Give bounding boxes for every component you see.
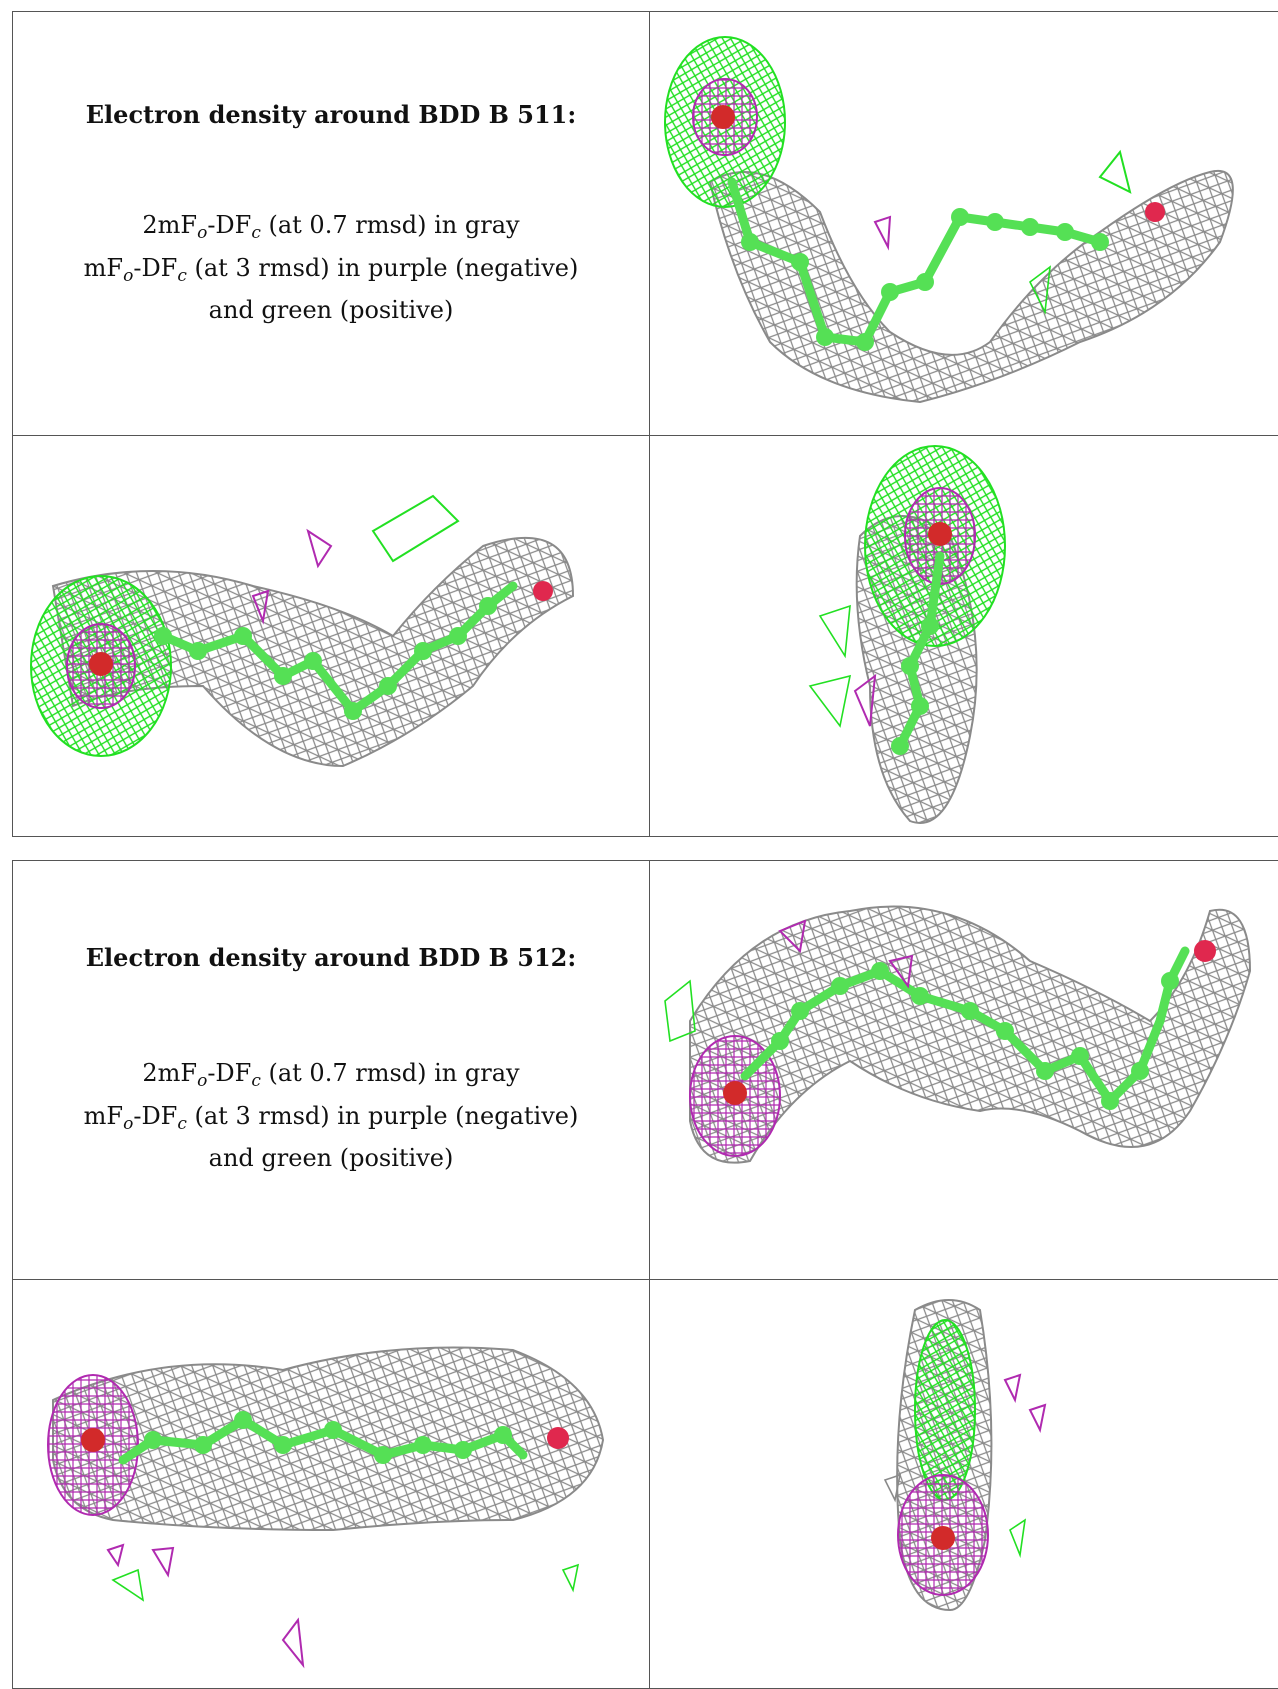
caption-line-colors: and green (positive) (208, 1144, 454, 1172)
oxygen-atom (928, 522, 952, 546)
caption-cell-511: Electron density around BDD B 511: 2mFo-… (13, 12, 650, 436)
oxygen-atom (81, 1428, 105, 1452)
green-mesh (914, 1319, 976, 1501)
oxygen-atom (931, 1526, 955, 1550)
caption-cell-512: Electron density around BDD B 512: 2mFo-… (13, 861, 650, 1280)
oxygen-atom (89, 652, 113, 676)
density-render (883, 1299, 1047, 1612)
hydroxyl-oxygen (1145, 202, 1165, 222)
density-view-511-c (650, 436, 1278, 837)
density-view-512-a (650, 861, 1278, 1280)
caption-line-2fofc: 2mFo-DFc (at 0.7 rmsd) in gray (142, 1059, 520, 1091)
hydroxyl-oxygen (1194, 940, 1216, 962)
gray-mesh (52, 1346, 605, 1532)
hydroxyl-oxygen (547, 1427, 569, 1449)
hydroxyl-oxygen (533, 581, 553, 601)
density-render (808, 445, 1006, 824)
density-view-511-b (13, 436, 650, 837)
carbon-atoms (891, 617, 939, 755)
carbon-atoms (771, 962, 1179, 1110)
figure-table-512: Electron density around BDD B 512: 2mFo-… (12, 860, 1278, 1689)
carbon-atoms (154, 597, 497, 720)
oxygen-atom (711, 105, 735, 129)
density-render (664, 36, 1234, 404)
density-render (47, 1346, 605, 1669)
gray-mesh (708, 169, 1234, 404)
carbon-atoms (741, 208, 1109, 351)
density-view-512-c (650, 1280, 1278, 1689)
figure-table-511: Electron density around BDD B 511: 2mFo-… (12, 11, 1278, 837)
gray-mesh (51, 536, 575, 768)
density-view-512-b (13, 1280, 650, 1689)
density-view-511-a (650, 12, 1278, 436)
density-render (30, 494, 575, 768)
caption-line-colors: and green (positive) (208, 296, 454, 324)
caption-line-fofc: mFo-DFc (at 3 rmsd) in purple (negative) (83, 1102, 579, 1134)
caption-line-2fofc: 2mFo-DFc (at 0.7 rmsd) in gray (142, 211, 520, 243)
carbon-atoms (144, 1411, 512, 1464)
oxygen-atom (723, 1081, 747, 1105)
density-render (664, 905, 1252, 1164)
caption-title: Electron density around BDD B 512: (85, 943, 577, 972)
caption-title: Electron density around BDD B 511: (85, 100, 577, 129)
caption-line-fofc: mFo-DFc (at 3 rmsd) in purple (negative) (83, 254, 579, 286)
